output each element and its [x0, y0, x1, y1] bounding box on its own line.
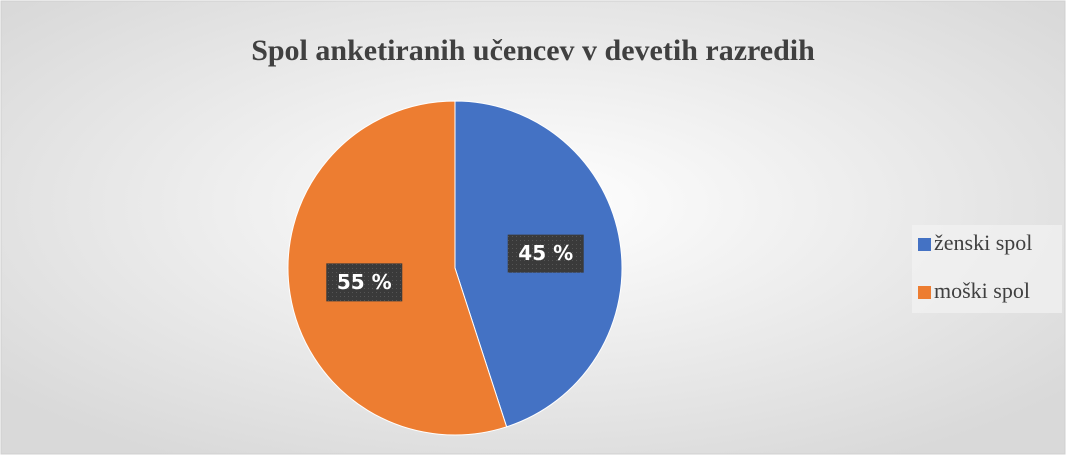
- legend-swatch: [918, 238, 931, 251]
- data-label: 55 %: [337, 270, 392, 294]
- chart-title: Spol anketiranih učencev v devetih razre…: [251, 34, 815, 67]
- legend-swatch: [918, 286, 931, 299]
- legend-label: moški spol: [934, 278, 1030, 303]
- data-label-box: [326, 263, 403, 302]
- legend-label: ženski spol: [934, 230, 1032, 255]
- data-label-box: [507, 234, 584, 273]
- legend-box: [912, 225, 1062, 313]
- data-label: 45 %: [518, 241, 573, 265]
